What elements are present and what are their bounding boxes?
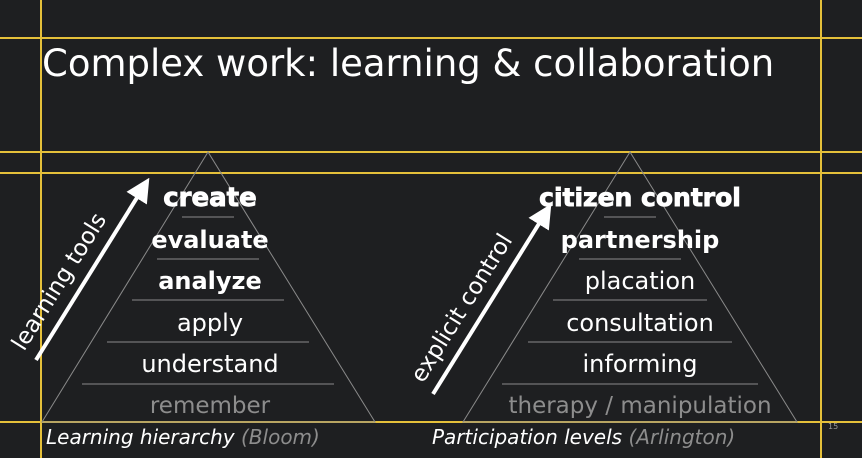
bloom-caption-text: Learning hierarchy bbox=[46, 425, 235, 449]
bloom-pyramid: create evaluate analyze apply understand… bbox=[41, 151, 376, 423]
guide-line-left bbox=[40, 0, 42, 458]
guide-line-right bbox=[820, 0, 822, 458]
bloom-level-understand: understand bbox=[141, 350, 278, 378]
arnstein-level-consultation: consultation bbox=[566, 309, 714, 337]
arnstein-level-therapy-manipulation: therapy / manipulation bbox=[508, 393, 771, 419]
bloom-level-create: create bbox=[163, 183, 256, 213]
arnstein-pyramid: citizen control partnership placation co… bbox=[462, 151, 798, 423]
arnstein-pyramid-outline bbox=[462, 151, 798, 423]
page-number: 15 bbox=[828, 422, 839, 431]
slide-title: Complex work: learning & collaboration bbox=[42, 42, 775, 85]
bloom-arrow bbox=[34, 177, 150, 362]
guide-line-lower-mid bbox=[0, 172, 862, 174]
guide-line-top bbox=[0, 37, 862, 39]
guide-line-upper-mid bbox=[0, 151, 862, 153]
bloom-level-apply: apply bbox=[177, 309, 243, 337]
arnstein-caption: Participation levels (Arlington) bbox=[432, 424, 735, 450]
arnstein-caption-text: Participation levels bbox=[432, 425, 623, 449]
bloom-level-remember: remember bbox=[150, 393, 271, 419]
arnstein-caption-source: (Arlington) bbox=[628, 425, 736, 449]
arnstein-level-informing: informing bbox=[583, 350, 698, 378]
arnstein-level-partnership: partnership bbox=[561, 226, 720, 254]
arnstein-level-citizen-control: citizen control bbox=[539, 183, 741, 212]
bloom-caption-source: (Bloom) bbox=[241, 425, 320, 449]
bloom-pyramid-outline bbox=[41, 151, 376, 423]
bloom-caption: Learning hierarchy (Bloom) bbox=[46, 424, 320, 450]
bloom-level-analyze: analyze bbox=[158, 267, 262, 295]
guide-line-bottom bbox=[0, 421, 862, 423]
arnstein-level-placation: placation bbox=[585, 267, 695, 295]
arnstein-arrow bbox=[431, 203, 552, 396]
bloom-level-evaluate: evaluate bbox=[151, 226, 268, 254]
arnstein-arrow-label: explicit control bbox=[406, 229, 518, 387]
